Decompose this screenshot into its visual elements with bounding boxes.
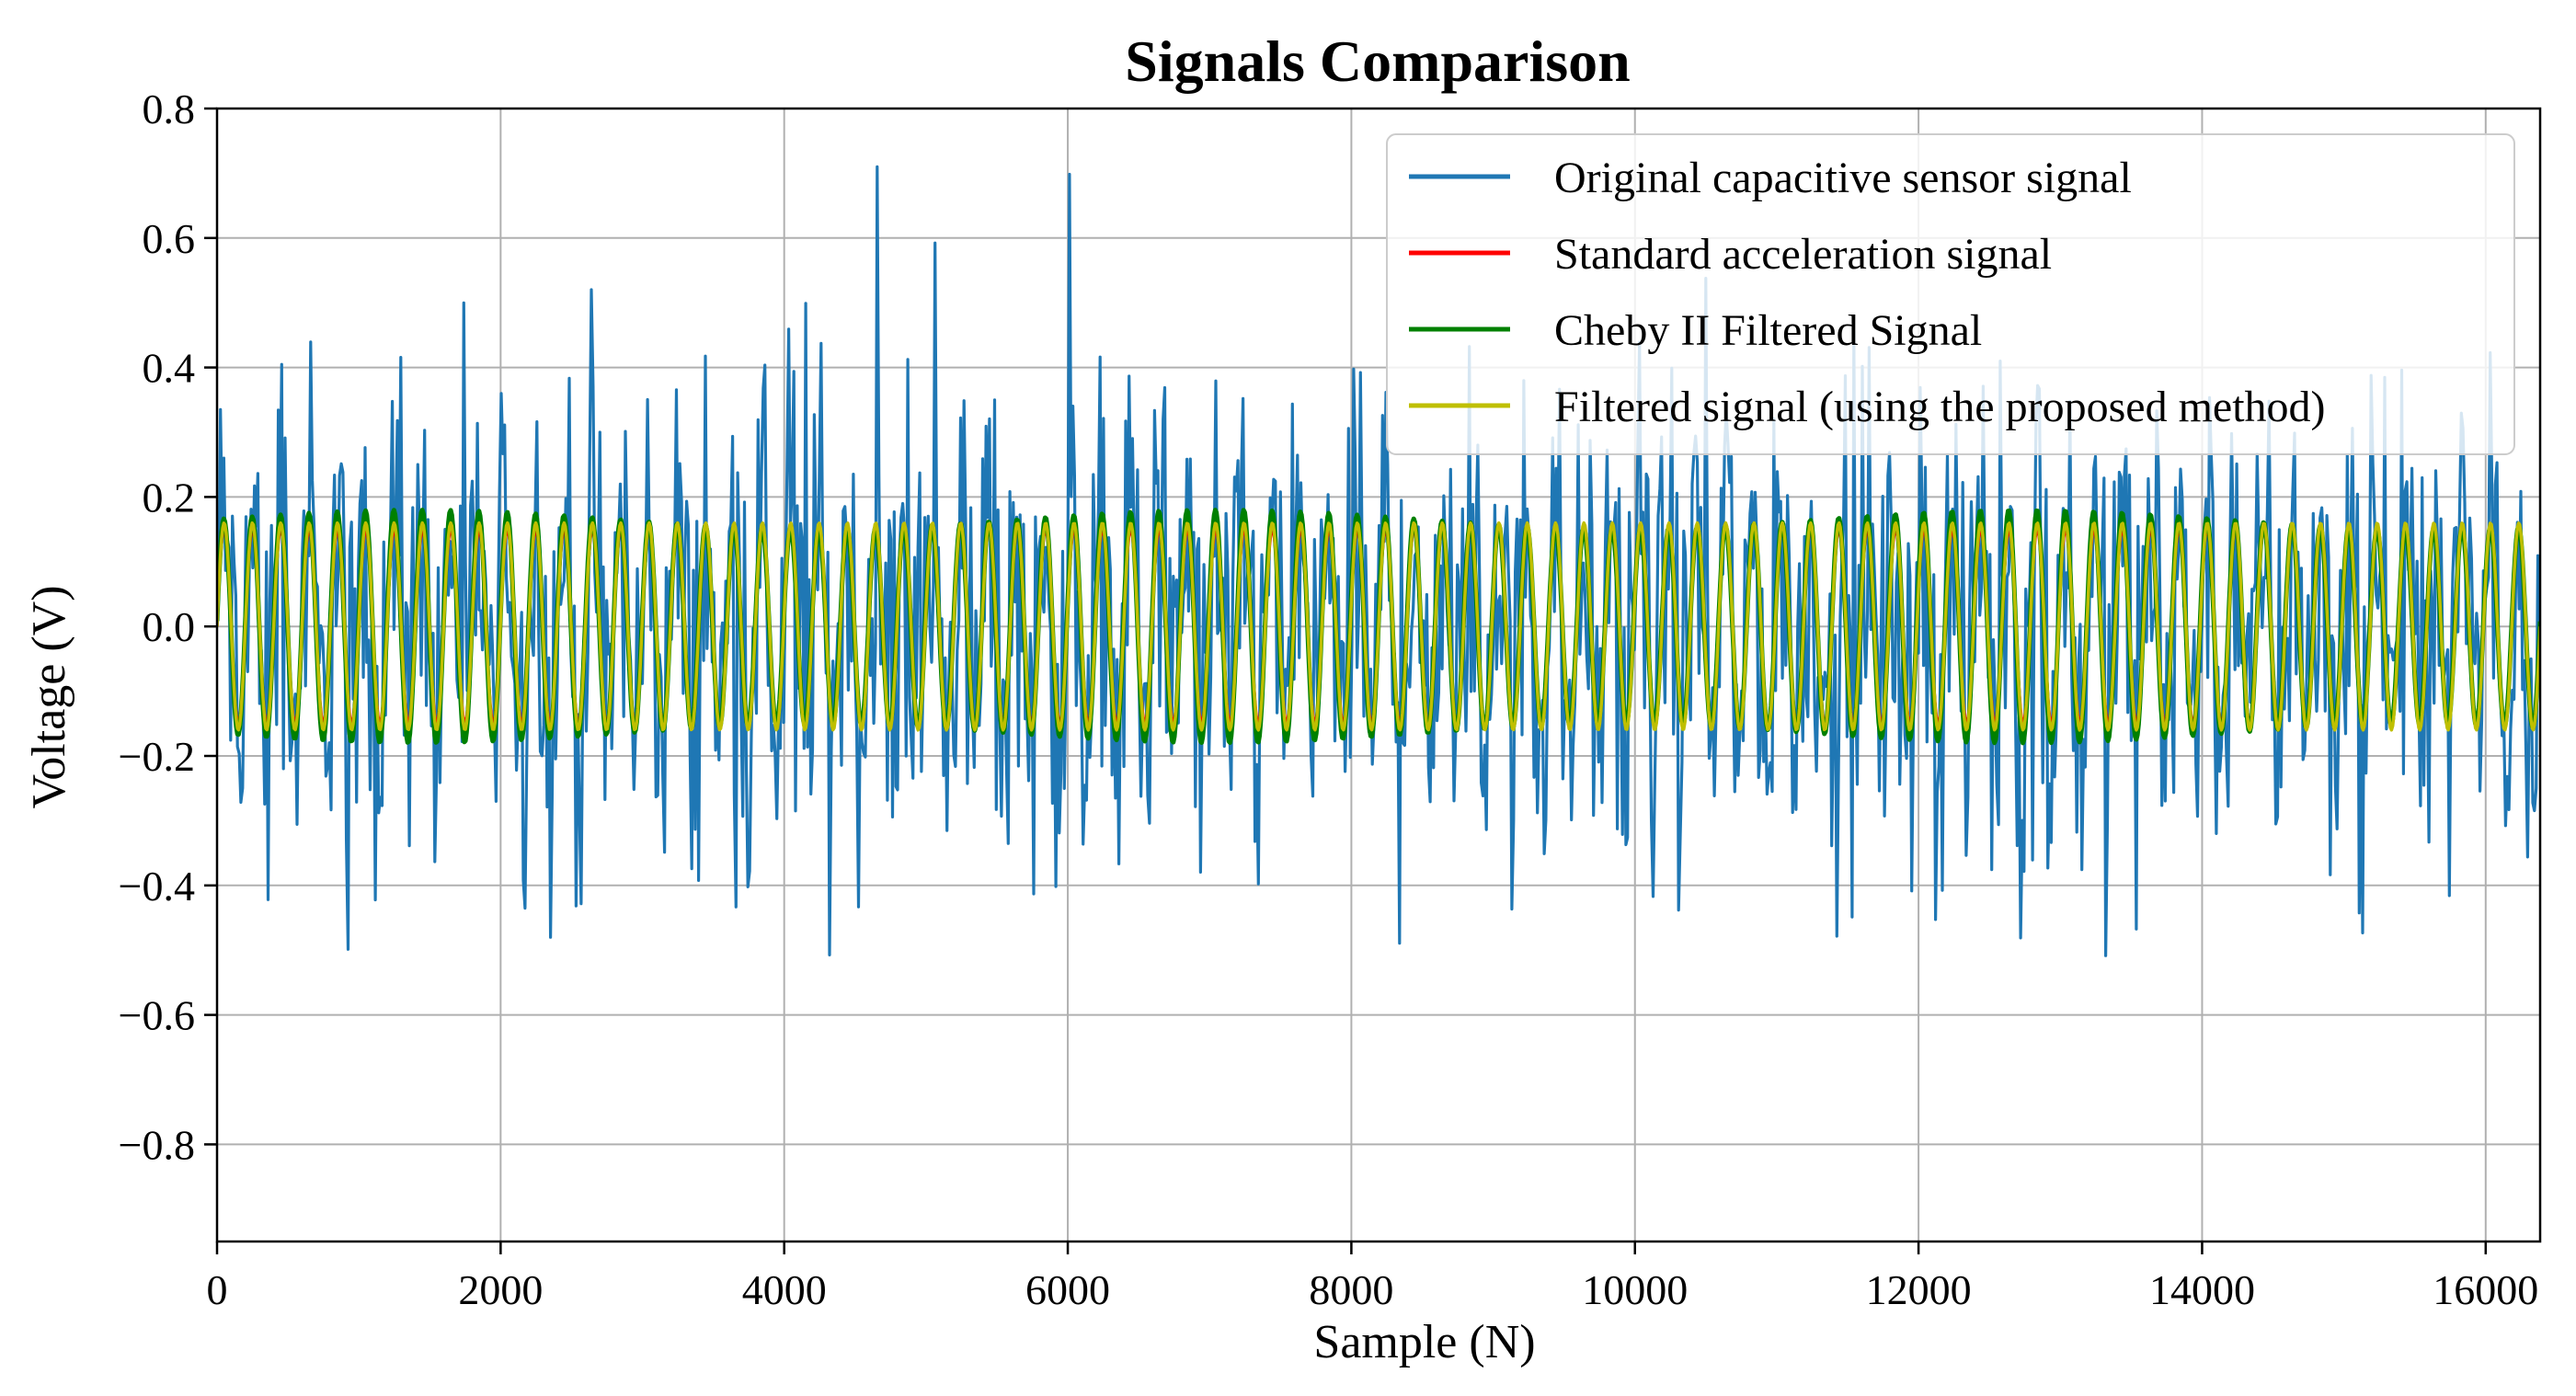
x-tick-label: 10000 — [1582, 1266, 1688, 1313]
legend-label: Standard acceleration signal — [1554, 230, 2052, 279]
plot-frame — [215, 107, 2542, 1243]
y-tick-label: −0.6 — [119, 992, 195, 1039]
x-axis-label: Sample (N) — [1313, 1316, 1535, 1368]
y-tick-label: −0.2 — [119, 733, 195, 780]
y-tick-label: 0.6 — [143, 215, 196, 262]
y-tick-label: 0.2 — [143, 474, 196, 521]
x-tick-label: 6000 — [1025, 1266, 1110, 1313]
legend-label: Filtered signal (using the proposed meth… — [1554, 383, 2326, 431]
chart-title: Signals Comparison — [1125, 29, 1630, 94]
y-tick-label: −0.8 — [119, 1121, 195, 1168]
series-proposed-line — [217, 521, 2540, 732]
legend-box — [1386, 133, 2515, 455]
y-tick-label: −0.4 — [119, 863, 195, 910]
y-tick-label: 0.8 — [143, 86, 196, 132]
x-tick-label: 4000 — [742, 1266, 827, 1313]
y-tick-label: 0.4 — [143, 345, 196, 392]
y-axis-label: Voltage (V) — [23, 585, 75, 808]
x-tick-label: 12000 — [1866, 1266, 1972, 1313]
x-tick-label: 2000 — [458, 1266, 543, 1313]
x-tick-label: 14000 — [2149, 1266, 2255, 1313]
x-tick-label: 16000 — [2433, 1266, 2538, 1313]
legend-label: Original capacitive sensor signal — [1554, 154, 2132, 202]
plot-area — [217, 165, 2540, 957]
axis-ticks: 0 2000 4000 6000 8000 10000 12000 14000 16000 0.8… — [119, 86, 2539, 1313]
x-tick-label: 8000 — [1309, 1266, 1393, 1313]
x-tick-label: 0 — [207, 1266, 228, 1313]
legend-label: Cheby II Filtered Signal — [1554, 306, 1982, 355]
legend: Original capacitive sensor signal Standar… — [1386, 133, 2515, 455]
y-tick-label: 0.0 — [143, 603, 196, 650]
